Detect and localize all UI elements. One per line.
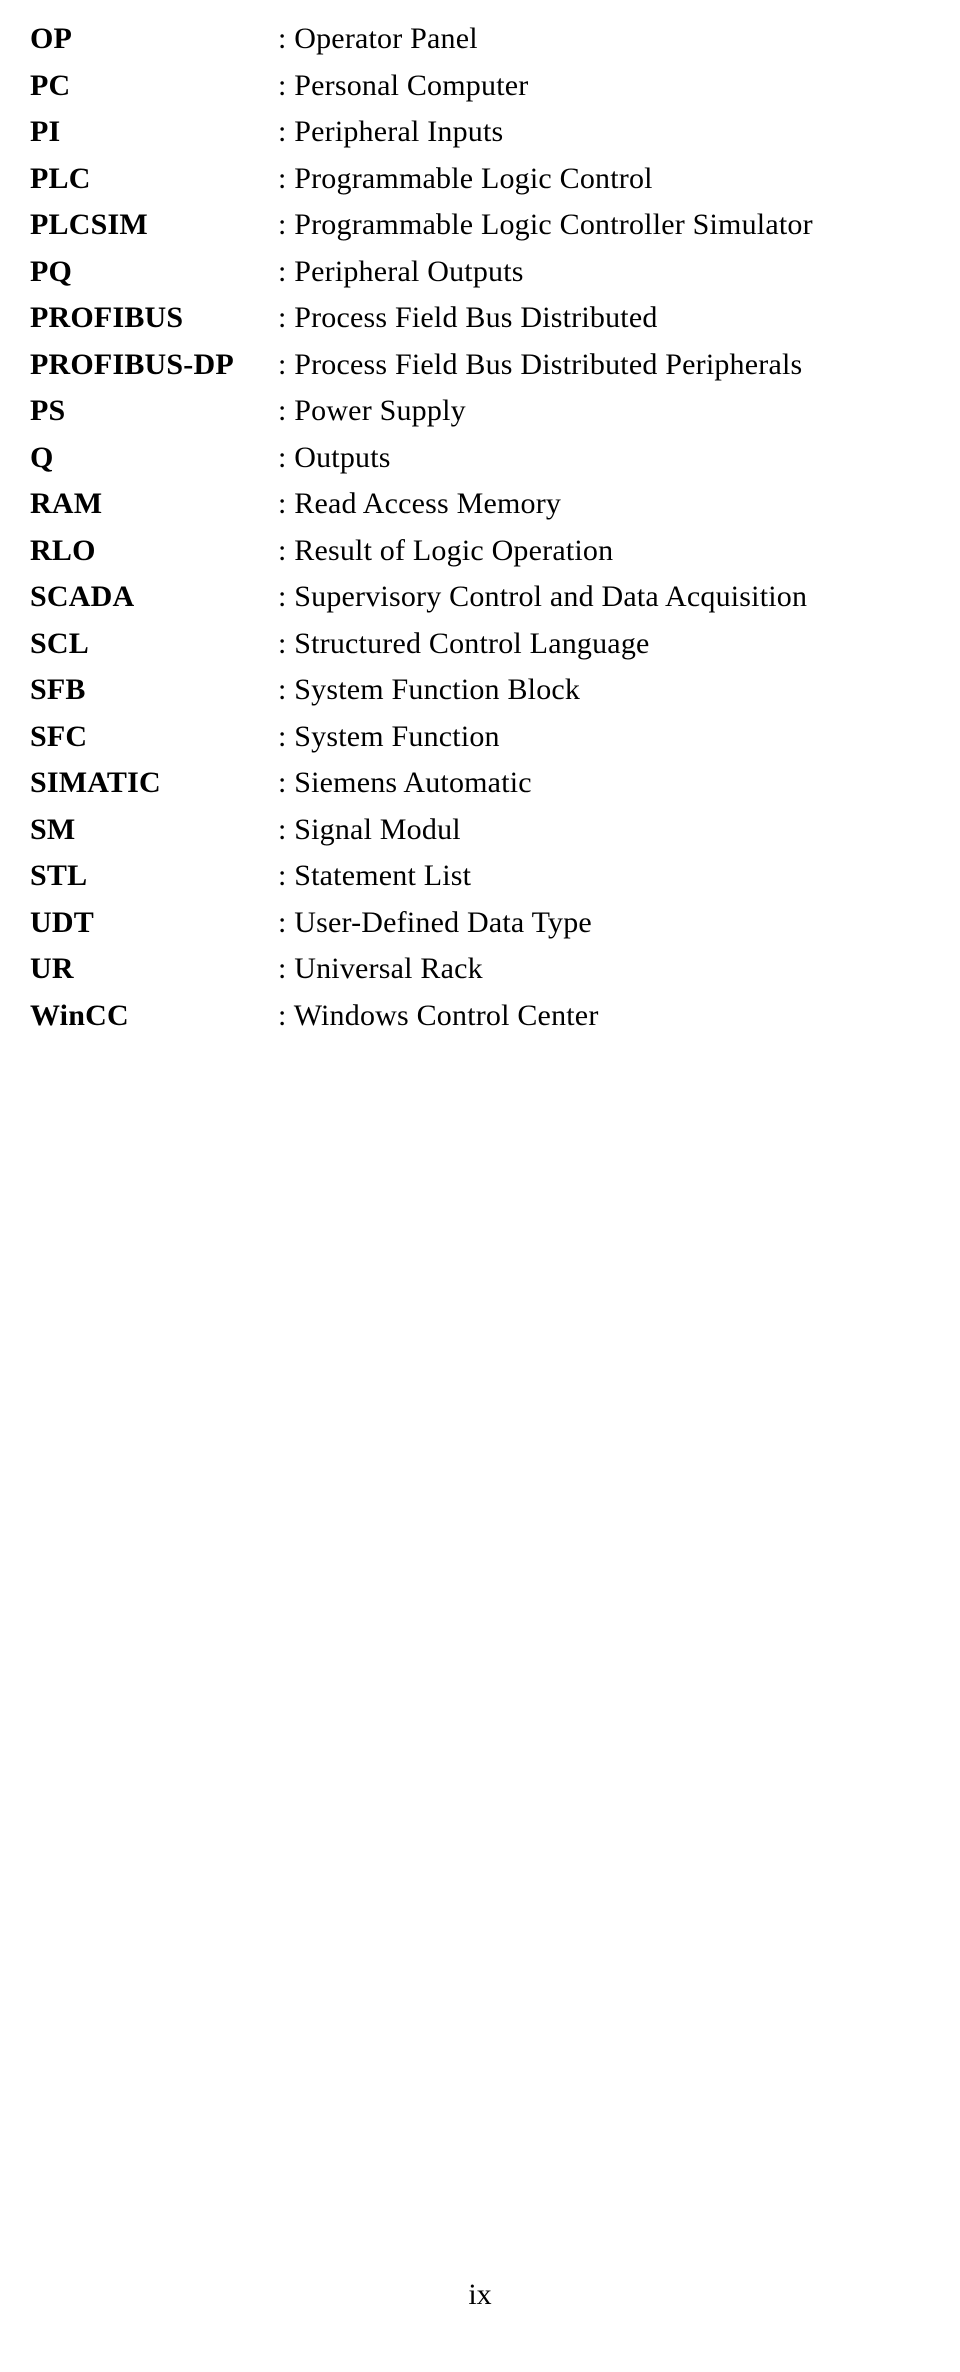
- abbreviation-row: RLO: Result of Logic Operation: [30, 528, 930, 575]
- abbreviation-term: PLC: [30, 156, 278, 203]
- abbreviation-term: OP: [30, 16, 278, 63]
- abbreviation-term: PI: [30, 109, 278, 156]
- abbreviation-term: PQ: [30, 249, 278, 296]
- abbreviation-definition: : Programmable Logic Controller Simulato…: [278, 202, 813, 249]
- page-number: ix: [0, 2278, 960, 2312]
- abbreviation-term: STL: [30, 853, 278, 900]
- abbreviation-term: PC: [30, 63, 278, 110]
- abbreviation-definition: : Signal Modul: [278, 807, 461, 854]
- abbreviation-row: SIMATIC: Siemens Automatic: [30, 760, 930, 807]
- abbreviation-term: UR: [30, 946, 278, 993]
- abbreviation-term: SFC: [30, 714, 278, 761]
- abbreviation-definition: : Outputs: [278, 435, 391, 482]
- abbreviation-row: PQ: Peripheral Outputs: [30, 249, 930, 296]
- abbreviation-term: RLO: [30, 528, 278, 575]
- abbreviation-definition: : Peripheral Inputs: [278, 109, 503, 156]
- abbreviation-definition: : Windows Control Center: [278, 993, 599, 1040]
- abbreviation-row: PROFIBUS-DP: Process Field Bus Distribut…: [30, 342, 930, 389]
- abbreviation-term: PROFIBUS: [30, 295, 278, 342]
- abbreviation-term: Q: [30, 435, 278, 482]
- abbreviation-row: WinCC: Windows Control Center: [30, 993, 930, 1040]
- abbreviation-row: PC: Personal Computer: [30, 63, 930, 110]
- abbreviation-definition: : Statement List: [278, 853, 471, 900]
- abbreviation-row: RAM: Read Access Memory: [30, 481, 930, 528]
- abbreviation-definition: : Read Access Memory: [278, 481, 561, 528]
- abbreviations-list: OP: Operator PanelPC: Personal ComputerP…: [0, 0, 960, 1039]
- abbreviation-term: PS: [30, 388, 278, 435]
- abbreviation-definition: : Power Supply: [278, 388, 466, 435]
- abbreviation-definition: : Process Field Bus Distributed Peripher…: [278, 342, 802, 389]
- abbreviation-term: SCADA: [30, 574, 278, 621]
- abbreviation-term: SFB: [30, 667, 278, 714]
- abbreviation-definition: : Siemens Automatic: [278, 760, 532, 807]
- abbreviation-definition: : User-Defined Data Type: [278, 900, 592, 947]
- abbreviation-definition: : Personal Computer: [278, 63, 528, 110]
- abbreviation-definition: : Programmable Logic Control: [278, 156, 653, 203]
- abbreviation-definition: : Structured Control Language: [278, 621, 650, 668]
- abbreviation-row: PS: Power Supply: [30, 388, 930, 435]
- abbreviation-definition: : Supervisory Control and Data Acquisiti…: [278, 574, 807, 621]
- abbreviation-row: PLCSIM: Programmable Logic Controller Si…: [30, 202, 930, 249]
- abbreviation-row: PROFIBUS: Process Field Bus Distributed: [30, 295, 930, 342]
- abbreviation-definition: : Operator Panel: [278, 16, 478, 63]
- abbreviation-row: SFB: System Function Block: [30, 667, 930, 714]
- abbreviation-definition: : Universal Rack: [278, 946, 483, 993]
- abbreviation-row: OP: Operator Panel: [30, 16, 930, 63]
- abbreviation-row: PI: Peripheral Inputs: [30, 109, 930, 156]
- abbreviation-definition: : System Function Block: [278, 667, 580, 714]
- abbreviation-term: RAM: [30, 481, 278, 528]
- abbreviation-definition: : System Function: [278, 714, 500, 761]
- abbreviation-row: SCADA: Supervisory Control and Data Acqu…: [30, 574, 930, 621]
- abbreviation-row: STL: Statement List: [30, 853, 930, 900]
- abbreviation-term: UDT: [30, 900, 278, 947]
- abbreviation-row: UDT: User-Defined Data Type: [30, 900, 930, 947]
- abbreviation-definition: : Result of Logic Operation: [278, 528, 613, 575]
- abbreviation-term: SIMATIC: [30, 760, 278, 807]
- abbreviation-row: SCL: Structured Control Language: [30, 621, 930, 668]
- abbreviation-row: Q: Outputs: [30, 435, 930, 482]
- abbreviation-term: PROFIBUS-DP: [30, 342, 278, 389]
- abbreviation-row: UR: Universal Rack: [30, 946, 930, 993]
- abbreviation-row: PLC: Programmable Logic Control: [30, 156, 930, 203]
- abbreviation-term: SCL: [30, 621, 278, 668]
- abbreviation-definition: : Peripheral Outputs: [278, 249, 524, 296]
- abbreviation-term: PLCSIM: [30, 202, 278, 249]
- abbreviation-row: SM: Signal Modul: [30, 807, 930, 854]
- abbreviation-term: SM: [30, 807, 278, 854]
- abbreviation-definition: : Process Field Bus Distributed: [278, 295, 658, 342]
- abbreviation-row: SFC: System Function: [30, 714, 930, 761]
- abbreviation-term: WinCC: [30, 993, 278, 1040]
